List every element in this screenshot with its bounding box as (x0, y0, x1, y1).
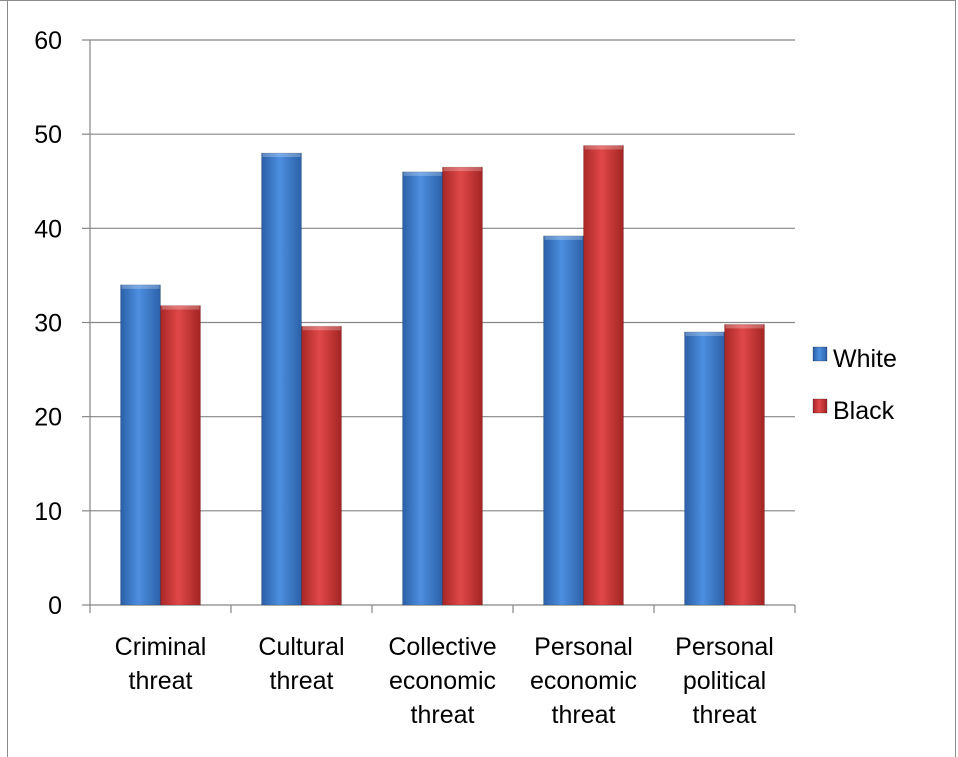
bar-highlight (403, 171, 442, 176)
bar-highlight (584, 145, 623, 150)
legend-swatch-black (812, 398, 828, 414)
x-category-label: Criminal (115, 633, 207, 661)
bar-highlight (685, 331, 724, 336)
y-tick-label: 10 (34, 498, 62, 526)
x-category-label: threat (411, 701, 475, 729)
legend-label-white: White (833, 345, 897, 373)
y-tick-label: 40 (34, 215, 62, 243)
x-category-label: threat (552, 701, 616, 729)
axes (82, 39, 796, 613)
legend-label-black: Black (833, 397, 895, 425)
x-category-label: Personal (675, 633, 774, 661)
bar-black-4 (724, 323, 765, 606)
bar-highlight (262, 153, 301, 157)
x-category-label: economic (389, 667, 496, 695)
legend-swatch-white (812, 346, 828, 362)
bar-black-1 (301, 325, 342, 606)
bar-highlight (443, 167, 482, 172)
bar-highlight (161, 305, 200, 310)
x-category-label: Personal (534, 633, 633, 661)
bar-black-0 (160, 305, 201, 606)
x-category-label: threat (129, 667, 193, 695)
bar-white-2 (402, 171, 443, 606)
x-category-label: threat (693, 701, 757, 729)
y-tick-label: 60 (34, 27, 62, 55)
bar-highlight (121, 284, 160, 289)
bar-highlight (544, 235, 583, 240)
x-category-label: threat (270, 667, 334, 695)
x-category-label: economic (530, 667, 637, 695)
bars (120, 145, 765, 606)
legend: White Black (812, 345, 897, 425)
y-tick-label: 30 (34, 310, 62, 338)
bar-highlight (725, 324, 764, 329)
x-category-label: political (683, 667, 766, 695)
bar-white-3 (543, 235, 584, 606)
y-tick-label: 20 (34, 404, 62, 432)
bar-white-1 (261, 152, 302, 606)
x-category-label: Collective (388, 633, 496, 661)
bar-white-4 (684, 331, 725, 606)
x-category-label: Cultural (258, 633, 344, 661)
bar-black-2 (442, 166, 483, 606)
axis-labels: 0 10 20 30 40 50 60 Criminal threat Cultural threa… (34, 27, 774, 729)
bar-highlight (302, 326, 341, 331)
y-tick-label: 0 (48, 592, 62, 620)
bar-white-0 (120, 284, 161, 606)
y-tick-label: 50 (34, 121, 62, 149)
bar-black-3 (583, 145, 624, 606)
frame-left-edge (7, 0, 8, 757)
